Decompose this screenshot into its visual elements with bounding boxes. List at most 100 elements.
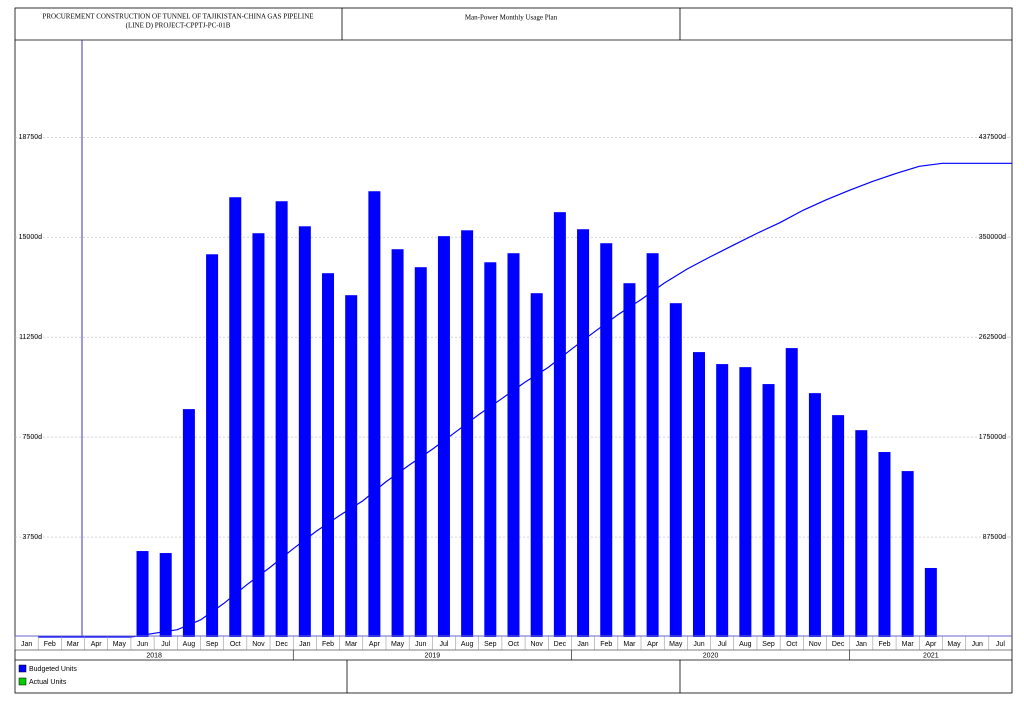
legend-swatch xyxy=(18,664,27,673)
x-tick-label: Apr xyxy=(91,641,103,648)
x-tick-label: Aug xyxy=(183,641,196,648)
x-tick-label: May xyxy=(391,641,405,648)
x-tick-label: Jun xyxy=(415,641,426,648)
x-tick-label: Jul xyxy=(718,641,727,648)
y2-tick-label: 175000d xyxy=(979,434,1006,441)
frame xyxy=(14,7,1013,694)
bar xyxy=(461,230,474,637)
x-tick-label: Oct xyxy=(508,641,519,648)
bar xyxy=(739,367,752,637)
y-tick-label: 18750d xyxy=(19,134,42,141)
x-tick-label: Mar xyxy=(67,641,80,648)
bar xyxy=(206,254,219,638)
bar xyxy=(901,471,914,637)
bar xyxy=(298,226,311,638)
chart-subtitle: Man-Power Monthly Usage Plan xyxy=(465,14,558,22)
bar xyxy=(669,303,682,637)
x-tick-label: Apr xyxy=(925,641,937,648)
bar xyxy=(391,249,404,637)
x-tick-label: Jan xyxy=(21,641,32,648)
year-label: 2020 xyxy=(703,652,719,659)
bar xyxy=(716,364,729,637)
x-tick-label: May xyxy=(947,641,961,648)
bar xyxy=(507,253,520,637)
bar xyxy=(484,262,497,637)
x-tick-label: Mar xyxy=(623,641,636,648)
x-tick-label: Aug xyxy=(461,641,474,648)
bar xyxy=(182,409,195,637)
x-tick-label: Nov xyxy=(809,641,822,648)
x-tick-label: Jun xyxy=(972,641,983,648)
x-tick-label: Dec xyxy=(275,641,288,648)
x-tick-label: Aug xyxy=(739,641,752,648)
legend-label: Budgeted Units xyxy=(29,666,77,673)
x-tick-label: Mar xyxy=(345,641,358,648)
bar xyxy=(577,229,590,638)
bar xyxy=(414,267,427,637)
bar xyxy=(924,567,937,637)
x-tick-label: May xyxy=(669,641,683,648)
year-label: 2021 xyxy=(923,652,939,659)
bar xyxy=(530,293,543,637)
x-tick-label: Feb xyxy=(44,641,56,648)
x-tick-label: Mar xyxy=(902,641,915,648)
bar xyxy=(832,415,845,637)
x-tick-label: Jun xyxy=(137,641,148,648)
bar xyxy=(322,273,335,637)
bar xyxy=(437,236,450,637)
bar xyxy=(692,352,705,637)
x-tick-label: Oct xyxy=(230,641,241,648)
year-label: 2018 xyxy=(146,652,162,659)
x-tick-label: Nov xyxy=(252,641,265,648)
legend-label: Actual Units xyxy=(29,679,67,686)
year-label: 2019 xyxy=(425,652,441,659)
x-tick-label: Apr xyxy=(369,641,381,648)
y2-tick-label: 437500d xyxy=(979,134,1006,141)
bar xyxy=(275,201,288,638)
chart-title: (LINE D) PROJECT-CPPTJ-PC-01B xyxy=(126,22,231,30)
y-tick-label: 3750d xyxy=(23,534,43,541)
y2-tick-label: 350000d xyxy=(979,234,1006,241)
bar xyxy=(855,430,868,637)
x-tick-label: Nov xyxy=(530,641,543,648)
bar xyxy=(600,243,613,638)
y-tick-label: 11250d xyxy=(19,334,42,341)
bar xyxy=(553,212,566,637)
bar xyxy=(252,233,265,637)
x-tick-label: Jul xyxy=(439,641,448,648)
x-tick-label: Feb xyxy=(322,641,334,648)
x-tick-label: Jul xyxy=(996,641,1005,648)
y-tick-label: 7500d xyxy=(23,434,43,441)
x-tick-label: Apr xyxy=(647,641,659,648)
x-tick-label: Sep xyxy=(484,641,497,648)
x-tick-label: Jan xyxy=(856,641,867,648)
x-tick-label: Dec xyxy=(554,641,567,648)
x-tick-label: Dec xyxy=(832,641,845,648)
x-tick-label: Jan xyxy=(299,641,310,648)
bar xyxy=(785,348,798,637)
bar xyxy=(878,452,891,637)
bar xyxy=(646,253,659,637)
bar xyxy=(762,384,775,637)
bar xyxy=(368,191,381,637)
x-tick-label: Feb xyxy=(600,641,612,648)
y2-tick-label: 87500d xyxy=(983,534,1006,541)
x-tick-label: Sep xyxy=(206,641,219,648)
bar xyxy=(229,197,242,637)
x-tick-label: Oct xyxy=(786,641,797,648)
x-tick-label: Jul xyxy=(161,641,170,648)
y-tick-label: 15000d xyxy=(19,234,42,241)
bar xyxy=(159,553,172,637)
x-tick-label: Feb xyxy=(878,641,890,648)
x-tick-label: May xyxy=(113,641,127,648)
x-tick-label: Jun xyxy=(693,641,704,648)
legend-swatch xyxy=(18,677,27,686)
cumulative-line xyxy=(38,162,1012,638)
y2-tick-label: 262500d xyxy=(979,334,1006,341)
chart-title: PROCUREMENT CONSTRUCTION OF TUNNEL OF TA… xyxy=(42,13,313,21)
bar xyxy=(345,295,358,637)
bar xyxy=(136,551,149,637)
bar xyxy=(623,283,636,637)
bar xyxy=(808,393,821,637)
